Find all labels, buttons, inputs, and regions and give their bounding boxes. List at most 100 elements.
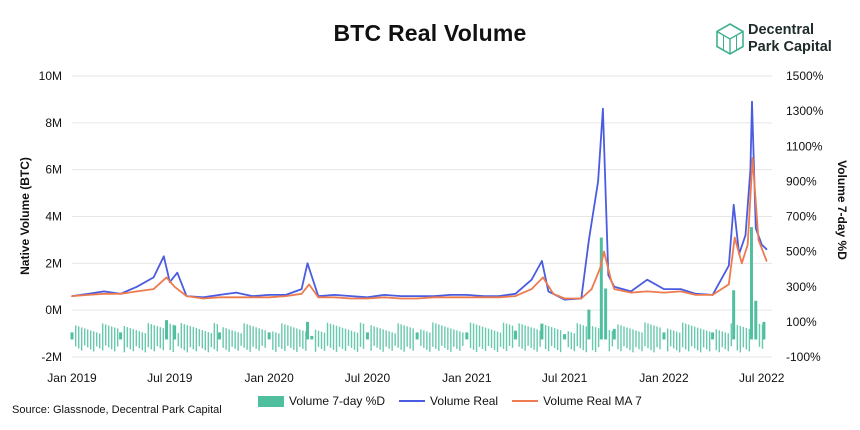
legend-item-bars: Volume 7-day %D xyxy=(258,394,385,408)
bar xyxy=(135,330,138,347)
bar xyxy=(641,332,643,352)
volume-real-ma7-line-point xyxy=(202,297,205,300)
y-tick-label: 10M xyxy=(39,69,62,83)
bar xyxy=(305,321,309,340)
bar xyxy=(165,320,169,340)
legend-swatch-ma7 xyxy=(512,400,539,402)
bar xyxy=(385,330,387,347)
bar xyxy=(447,327,449,350)
bar xyxy=(761,324,764,349)
volume-real-ma7-line-point xyxy=(87,294,90,296)
bar xyxy=(702,329,705,348)
legend-swatch-volume xyxy=(399,400,426,402)
bar xyxy=(302,330,304,349)
bar xyxy=(749,227,753,340)
bar xyxy=(186,325,189,353)
volume-real-ma7-line-point xyxy=(235,296,237,299)
bar xyxy=(231,330,233,347)
bar xyxy=(216,324,219,352)
volume-real-ma7-line-point xyxy=(663,291,665,294)
volume-real-line-point xyxy=(663,288,665,290)
bar xyxy=(189,326,192,348)
bar xyxy=(544,325,547,350)
y2-tick-label: 900% xyxy=(786,174,817,188)
bar xyxy=(484,327,487,351)
bar xyxy=(587,309,591,340)
bar xyxy=(690,325,693,347)
volume-real-line-point xyxy=(235,291,237,294)
bar xyxy=(400,324,402,350)
bar xyxy=(536,329,538,352)
bar xyxy=(332,324,335,350)
volume-real-ma7-line-point xyxy=(646,290,649,293)
bar xyxy=(478,325,481,347)
bar xyxy=(172,324,174,353)
volume-real-line-point xyxy=(449,294,451,296)
volume-real-ma7-line-point xyxy=(268,296,270,299)
legend-item-volume: Volume Real xyxy=(399,394,498,408)
bar xyxy=(518,323,520,347)
logo: Decentral Park Capital xyxy=(716,22,856,62)
bar xyxy=(123,326,126,353)
bar xyxy=(662,332,666,340)
volume-real-ma7-line-point xyxy=(119,292,122,295)
volume-real-ma7-line-point xyxy=(449,296,451,299)
bar xyxy=(608,329,611,352)
bar xyxy=(255,327,257,349)
bar xyxy=(597,328,600,348)
bar xyxy=(210,333,213,348)
bar xyxy=(314,329,317,352)
bar xyxy=(672,330,675,349)
bar xyxy=(195,328,198,352)
bar xyxy=(243,323,245,348)
bar xyxy=(90,330,92,350)
volume-real-ma7-line-point xyxy=(530,288,533,290)
y2-tick-label: 700% xyxy=(786,210,817,224)
bar xyxy=(576,323,578,347)
y-tick-label: 6M xyxy=(45,163,62,177)
bar xyxy=(117,328,119,347)
volume-real-line-point xyxy=(152,276,155,279)
volume-real-ma7-line-point xyxy=(317,296,320,299)
bar xyxy=(533,328,535,350)
y2-tick-label: 1100% xyxy=(786,139,823,153)
volume-real-ma7-line-point xyxy=(350,297,353,300)
bar xyxy=(620,325,622,352)
bar xyxy=(423,330,425,348)
volume-real-line-point xyxy=(400,295,402,297)
bar xyxy=(78,326,80,349)
bar xyxy=(748,328,751,352)
volume-real-ma7-line-point xyxy=(103,292,105,295)
bar xyxy=(469,322,472,348)
bar xyxy=(666,328,669,352)
volume-real-line-point xyxy=(530,278,533,281)
volume-real-line xyxy=(71,100,768,301)
bar xyxy=(559,330,562,353)
bar xyxy=(119,332,123,340)
bar xyxy=(382,329,384,352)
volume-real-line-point xyxy=(679,288,682,290)
bar xyxy=(105,324,107,346)
volume-real-ma7-line-point xyxy=(300,292,303,295)
volume-real-ma7-line-point xyxy=(383,296,385,299)
volume-real-ma7-line-point xyxy=(482,296,485,299)
bar xyxy=(711,332,715,340)
bar xyxy=(675,331,678,351)
bar xyxy=(126,327,129,348)
bar xyxy=(732,290,736,340)
volume-real-line-point xyxy=(268,294,270,296)
bar xyxy=(388,331,390,349)
bar xyxy=(450,328,452,352)
x-tick-label: Jul 2021 xyxy=(542,371,588,385)
axes: 10M 8M 6M 4M 2M 0M -2M 1500% 1300% 1100% 900% 700% 5… xyxy=(18,69,849,385)
volume-real-ma7-line-point xyxy=(165,276,168,279)
volume-real-ma7-line-point xyxy=(466,296,468,299)
volume-real-ma7-line-point xyxy=(590,288,593,290)
volume-real-ma7-line-point xyxy=(599,267,602,269)
bar xyxy=(338,326,341,347)
bar xyxy=(684,323,687,350)
line-series xyxy=(71,100,768,301)
volume-real-line-point xyxy=(588,239,590,241)
bar xyxy=(415,332,419,340)
